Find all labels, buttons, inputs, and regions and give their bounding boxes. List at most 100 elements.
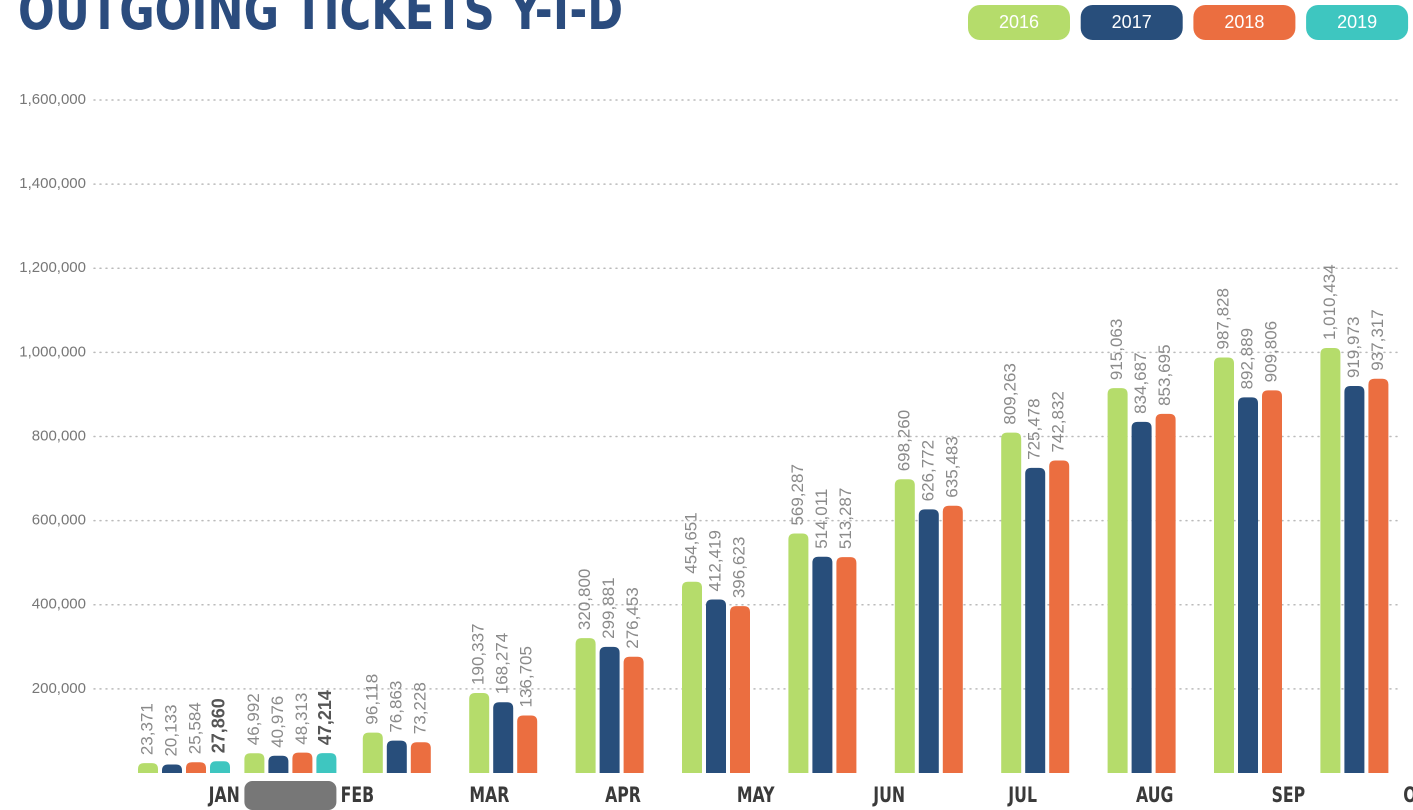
- data-label: 168,274: [493, 633, 512, 694]
- legend-swatch: [1080, 5, 1183, 40]
- bar: [268, 755, 289, 773]
- data-label: 987,828: [1213, 288, 1232, 349]
- bar: [730, 606, 750, 773]
- category-highlight: [244, 781, 337, 810]
- data-label: 514,011: [812, 489, 831, 549]
- data-label: 396,623: [729, 537, 748, 598]
- data-label: 20,133: [161, 705, 180, 757]
- bar: [292, 752, 313, 773]
- data-label: 919,973: [1344, 317, 1363, 378]
- bar: [1131, 421, 1152, 773]
- x-tick-label: OCT: [1403, 784, 1413, 808]
- data-label: 23,371: [137, 703, 156, 755]
- bar: [836, 557, 857, 773]
- bar: [599, 646, 620, 773]
- y-tick-label: 200,000: [32, 680, 86, 697]
- bar: [575, 638, 596, 773]
- bar: [493, 702, 514, 773]
- x-tick-label: AUG: [1136, 784, 1173, 808]
- bar: [942, 505, 963, 773]
- bar: [244, 753, 265, 773]
- bar: [362, 732, 383, 773]
- data-label: 892,889: [1237, 328, 1256, 389]
- bar: [1344, 386, 1365, 773]
- data-label: 626,772: [918, 440, 937, 501]
- bar: [918, 509, 939, 773]
- y-tick-label: 800,000: [32, 427, 86, 444]
- chart-title: OUTGOING TICKETS Y-T-D: [18, 0, 623, 42]
- x-tick-label: MAY: [737, 784, 775, 808]
- bar: [469, 692, 490, 773]
- bar: [1214, 357, 1234, 773]
- data-label: 276,453: [623, 587, 642, 648]
- data-label: 76,863: [386, 681, 405, 733]
- bar: [1155, 413, 1176, 773]
- y-tick-label: 400,000: [32, 596, 86, 613]
- bar: [1107, 388, 1128, 773]
- y-tick-label: 1,200,000: [19, 259, 86, 276]
- data-label: 909,806: [1261, 321, 1280, 382]
- bar: [1001, 432, 1022, 773]
- x-tick-label: JUL: [1007, 784, 1038, 808]
- legend-swatch: [968, 5, 1070, 40]
- data-label: 320,800: [575, 569, 594, 630]
- bar: [1368, 378, 1389, 773]
- bar: [1320, 347, 1341, 773]
- data-label: 809,263: [1001, 363, 1020, 424]
- y-tick-label: 1,600,000: [19, 91, 86, 108]
- bar: [138, 763, 158, 773]
- legend-label: 2016: [999, 12, 1039, 32]
- bar: [316, 753, 337, 773]
- data-label: 569,287: [788, 464, 807, 525]
- bar: [1262, 390, 1282, 773]
- y-tick-label: 1,400,000: [19, 175, 86, 192]
- data-label: 48,313: [292, 693, 311, 745]
- legend-label: 2019: [1337, 12, 1377, 32]
- x-tick-label: APR: [605, 784, 641, 808]
- data-label: 46,992: [244, 693, 263, 745]
- bar: [812, 556, 833, 773]
- data-label: 96,118: [362, 674, 381, 725]
- data-label: 513,287: [836, 488, 855, 549]
- bar: [894, 479, 915, 773]
- data-label: 725,478: [1025, 398, 1044, 459]
- legend-swatch: [1193, 5, 1296, 40]
- data-label: 27,860: [209, 698, 229, 753]
- y-tick-label: 1,000,000: [19, 343, 86, 360]
- bar: [788, 533, 809, 773]
- legend-label: 2017: [1112, 12, 1152, 32]
- bar: [386, 740, 407, 773]
- bar: [186, 762, 206, 773]
- bar: [682, 581, 702, 773]
- data-label: 73,228: [410, 682, 429, 734]
- data-label: 454,651: [681, 512, 700, 573]
- x-tick-label: FEB: [341, 784, 375, 808]
- data-label: 915,063: [1107, 319, 1126, 380]
- data-label: 299,881: [599, 577, 618, 638]
- x-tick-label: SEP: [1272, 784, 1306, 808]
- bar: [623, 656, 644, 773]
- data-label: 937,317: [1368, 309, 1387, 370]
- bar: [1238, 397, 1258, 773]
- x-tick-label: JUN: [872, 784, 906, 808]
- data-label: 40,976: [268, 696, 287, 748]
- data-label: 136,705: [517, 646, 536, 707]
- data-label: 834,687: [1131, 352, 1150, 413]
- data-label: 412,419: [705, 530, 724, 591]
- x-tick-label: MAR: [469, 784, 509, 808]
- legend-label: 2018: [1224, 12, 1264, 32]
- data-label: 635,483: [942, 436, 961, 497]
- data-label: 47,214: [315, 690, 335, 745]
- data-label: 1,010,434: [1320, 264, 1339, 340]
- x-tick-label: JAN: [207, 784, 240, 808]
- data-label: 742,832: [1049, 391, 1068, 452]
- bar: [210, 761, 230, 773]
- data-label: 190,337: [469, 623, 488, 684]
- bar: [517, 715, 538, 773]
- data-label: 698,260: [894, 410, 913, 471]
- legend-swatch: [1306, 5, 1409, 40]
- bar: [1025, 467, 1046, 773]
- data-label: 853,695: [1155, 344, 1174, 405]
- bar: [162, 764, 182, 773]
